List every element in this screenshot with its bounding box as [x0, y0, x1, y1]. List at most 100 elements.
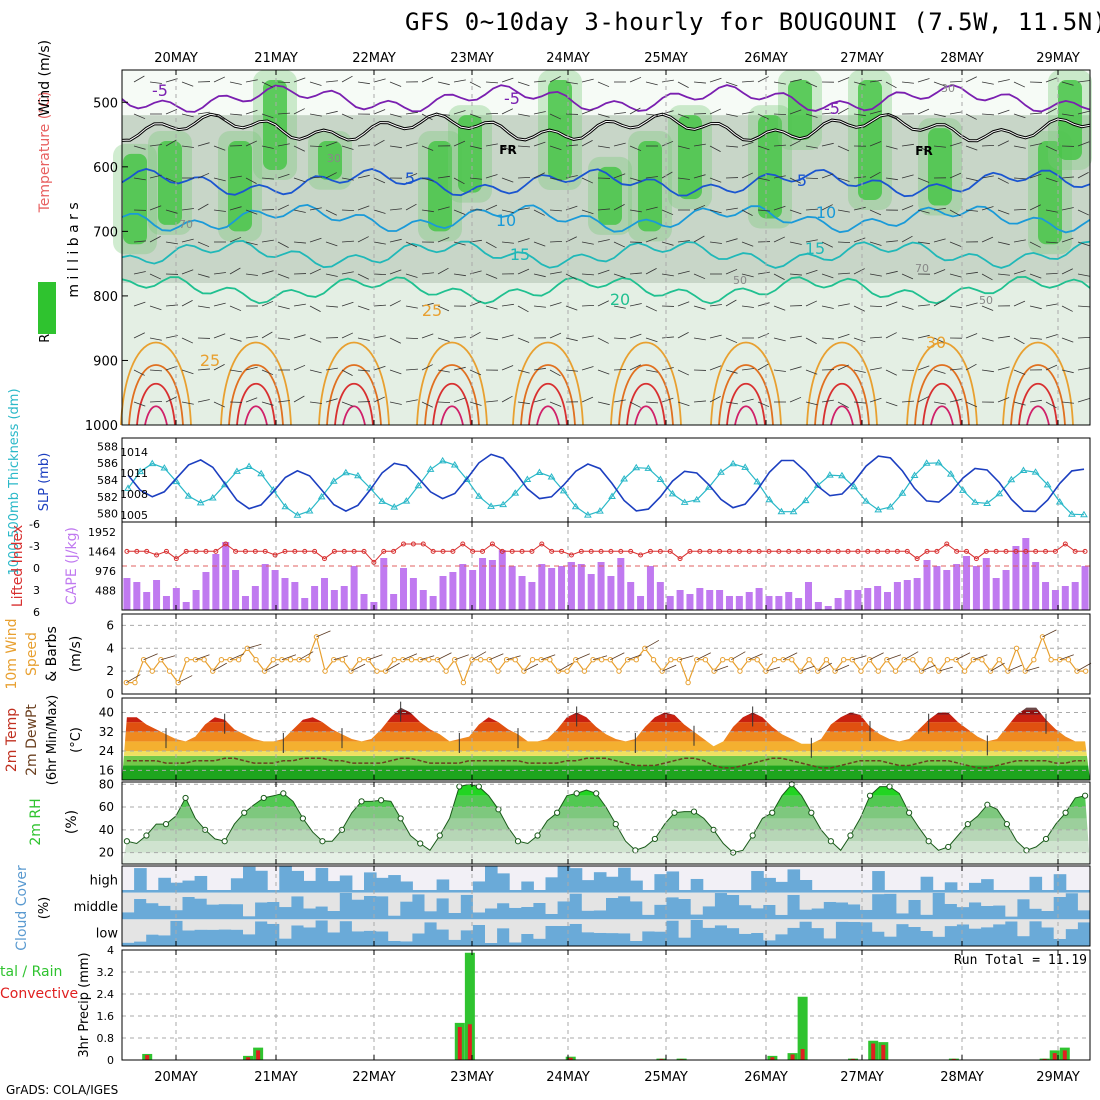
top-date-label: 23MAY: [450, 51, 494, 66]
upper-wind-barb: [693, 235, 705, 243]
cloud-cell: [436, 879, 450, 893]
li-point: [480, 548, 486, 554]
cape-bar: [479, 558, 487, 610]
thickness-point: [160, 464, 169, 471]
rh-moist-halo: [308, 131, 352, 190]
upper-wind-barb: [853, 176, 866, 179]
cloud-cell: [230, 878, 244, 893]
wind-tick-label: 0: [106, 687, 114, 701]
upper-wind-barb: [949, 305, 962, 309]
warm-contour: [726, 382, 766, 426]
wind-speed-point: [1082, 668, 1089, 674]
upper-wind-barb: [181, 145, 194, 148]
upper-wind-barb: [885, 369, 897, 376]
cloud-gap: [787, 919, 801, 928]
cloud-gap: [727, 892, 740, 895]
upper-wind-barb: [293, 209, 306, 213]
upper-wind-barb: [357, 337, 370, 341]
wind-speed-point: [944, 657, 951, 663]
cloud-cell: [569, 868, 583, 893]
upper-wind-barb: [853, 237, 866, 243]
upper-wind-barb: [581, 78, 594, 83]
thickness-point: [257, 469, 266, 477]
cloud-cell: [702, 906, 716, 920]
cloud-cell: [606, 933, 619, 946]
upper-wind-barb: [437, 237, 450, 243]
li-point: [885, 548, 891, 554]
cloud-cell: [339, 921, 353, 946]
cloud-gap: [146, 919, 159, 935]
cloud-cell: [194, 875, 208, 893]
upper-wind-barb: [613, 204, 625, 211]
cape-bar: [508, 566, 516, 610]
cape-bar: [182, 602, 190, 610]
li-point: [213, 548, 219, 554]
upper-wind-barb: [869, 397, 882, 403]
upper-wind-barb: [725, 337, 738, 344]
cloud-gap: [932, 919, 946, 937]
wind-speed-point: [633, 657, 639, 663]
upper-wind-barb: [981, 337, 994, 342]
upper-wind-barb: [677, 369, 690, 376]
precip-panel-bg: [122, 950, 1090, 1060]
upper-wind-barb: [517, 176, 531, 179]
upper-wind-barb: [389, 337, 401, 344]
cape-bar: [320, 578, 328, 610]
thickness-point: [535, 468, 544, 475]
upper-wind-barb: [1029, 273, 1042, 279]
wind-speed-point: [840, 657, 847, 663]
upper-wind-barb: [805, 401, 818, 406]
upper-wind-barb: [997, 241, 1010, 246]
upper-wind-barb: [165, 209, 178, 214]
cloud-cell: [436, 898, 450, 920]
upper-wind-barb: [597, 113, 610, 118]
upper-wind-barb: [437, 305, 450, 312]
cloud-gap: [606, 919, 619, 934]
cape-bar: [469, 570, 477, 610]
cape-bar: [202, 572, 210, 610]
thickness-point: [511, 489, 520, 496]
cloud-gap: [823, 919, 837, 939]
upper-wind-barb: [965, 271, 978, 275]
upper-wind-barb: [261, 270, 274, 275]
cloud-cell: [267, 923, 280, 946]
cloud-gap: [158, 919, 171, 936]
upper-wind-barb: [197, 399, 210, 403]
rh-moist-column: [678, 115, 702, 200]
upper-wind-barb: [709, 209, 722, 214]
wind-barb: [316, 630, 331, 638]
cloud-cell: [1017, 890, 1030, 893]
upper-wind-barb: [693, 143, 706, 147]
upper-wind-barb: [1013, 369, 1026, 375]
cape-bar: [775, 596, 783, 610]
upper-wind-barb: [821, 204, 833, 211]
temperature-contour-label: 5: [405, 169, 415, 188]
cloud-gap: [969, 919, 982, 929]
cloud-gap: [1053, 892, 1067, 897]
upper-wind-barb: [853, 268, 865, 275]
li-point: [154, 552, 160, 558]
cloud-cell: [218, 929, 232, 946]
precip-convective-bar: [790, 1054, 795, 1060]
cloud-gap: [424, 919, 438, 923]
pressure-axis-label: m i l l i b a r s: [66, 202, 82, 297]
cloud-cell: [472, 881, 486, 893]
bottom-date-label: 27MAY: [840, 1070, 884, 1085]
rh-moist-halo: [148, 131, 192, 235]
cloud-cell: [593, 910, 607, 920]
cloud-cell: [678, 890, 692, 893]
li-point: [430, 548, 436, 554]
rh-band: [122, 841, 1090, 853]
upper-wind-barb: [773, 337, 786, 342]
thickness-point: [559, 486, 568, 494]
wind-speed-point: [279, 657, 285, 663]
upper-wind-barb: [485, 241, 497, 249]
cape-bar: [261, 564, 269, 610]
rh-legend-swatch: [38, 282, 56, 334]
upper-wind-barb: [1013, 81, 1026, 88]
upper-wind-barb: [293, 177, 306, 183]
upper-wind-barb: [325, 241, 338, 247]
wind-barb: [903, 651, 919, 661]
li-point: [657, 548, 663, 554]
cloud-cell: [739, 933, 752, 946]
